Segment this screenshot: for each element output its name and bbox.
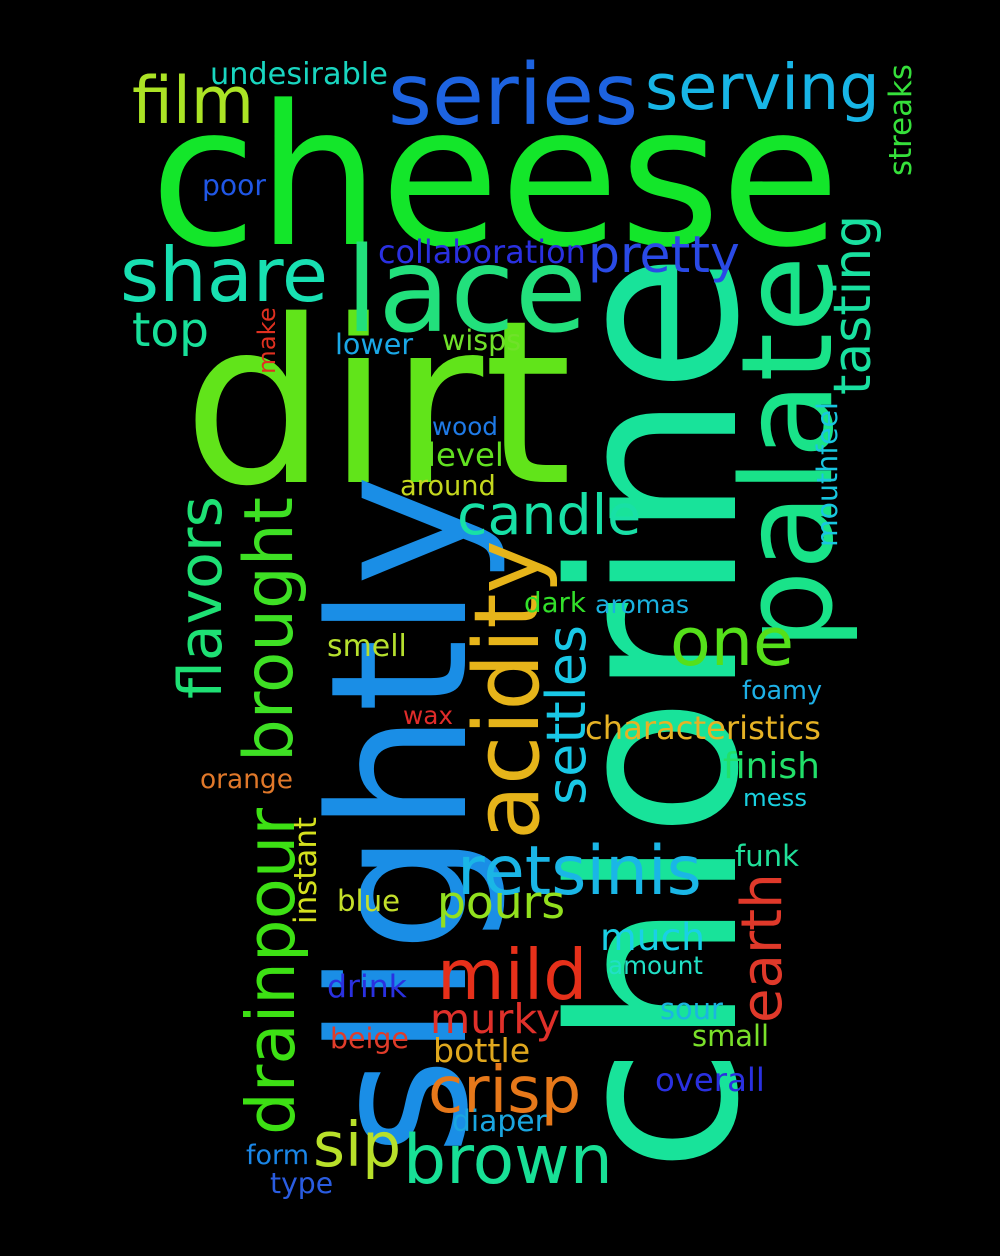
word-finish: finish bbox=[723, 746, 820, 787]
word-blue: blue bbox=[337, 883, 401, 918]
word-pours: pours bbox=[437, 875, 566, 929]
word-tasting: tasting bbox=[822, 214, 883, 395]
word-serving: serving bbox=[645, 51, 880, 125]
word-streaks: streaks bbox=[882, 64, 919, 176]
word-funk: funk bbox=[735, 838, 799, 873]
word-type: type bbox=[270, 1167, 334, 1200]
word-much: much bbox=[600, 914, 706, 959]
word-collaboration: collaboration bbox=[378, 232, 586, 271]
word-pretty: pretty bbox=[588, 225, 740, 284]
word-wax: wax bbox=[403, 701, 454, 730]
word-brown: brown bbox=[403, 1121, 613, 1200]
word-lace: lace bbox=[345, 221, 587, 359]
word-dark: dark bbox=[524, 586, 586, 619]
word-one: one bbox=[670, 602, 795, 681]
word-aromas: aromas bbox=[595, 590, 690, 619]
word-foamy: foamy bbox=[742, 676, 823, 706]
word-orange: orange bbox=[200, 764, 293, 795]
word-brought: brought bbox=[228, 497, 308, 762]
word-dirt: dirt bbox=[183, 271, 573, 536]
word-series: series bbox=[388, 45, 639, 144]
word-diaper: diaper bbox=[452, 1104, 547, 1139]
word-level: level bbox=[427, 435, 504, 474]
word-film: film bbox=[132, 63, 254, 139]
word-mouthfeel: mouthfeel bbox=[811, 402, 844, 547]
word-smell: smell bbox=[327, 629, 407, 664]
word-cheese: cheese bbox=[150, 64, 841, 290]
word-flavors: flavors bbox=[166, 496, 236, 699]
word-top: top bbox=[132, 302, 209, 358]
word-overall: overall bbox=[655, 1061, 765, 1099]
word-retsinis: retsinis bbox=[457, 830, 702, 910]
word-make: make bbox=[251, 307, 281, 374]
word-candle: candle bbox=[457, 483, 642, 548]
word-murky: murky bbox=[430, 995, 561, 1043]
word-bottle: bottle bbox=[433, 1030, 531, 1070]
word-lower: lower bbox=[335, 326, 414, 361]
word-sour: sour bbox=[660, 991, 723, 1026]
word-undesirable: undesirable bbox=[210, 57, 388, 92]
word-share: share bbox=[120, 231, 329, 319]
word-drink: drink bbox=[327, 969, 407, 1005]
word-instant: instant bbox=[288, 816, 324, 924]
word-mild: mild bbox=[437, 935, 588, 1016]
word-characteristics: characteristics bbox=[585, 709, 821, 747]
word-wisps: wisps bbox=[442, 324, 522, 357]
word-crisp: crisp bbox=[428, 1054, 582, 1128]
word-amount: amount bbox=[608, 950, 703, 980]
word-form: form bbox=[246, 1139, 310, 1171]
word-wood: wood bbox=[432, 411, 498, 441]
word-beige: beige bbox=[330, 1022, 409, 1055]
word-small: small bbox=[692, 1018, 770, 1053]
word-sip: sip bbox=[313, 1109, 402, 1181]
word-poor: poor bbox=[202, 168, 266, 202]
word-around: around bbox=[400, 470, 496, 502]
word-mess: mess bbox=[743, 783, 808, 812]
word-earth: earth bbox=[730, 873, 795, 1023]
